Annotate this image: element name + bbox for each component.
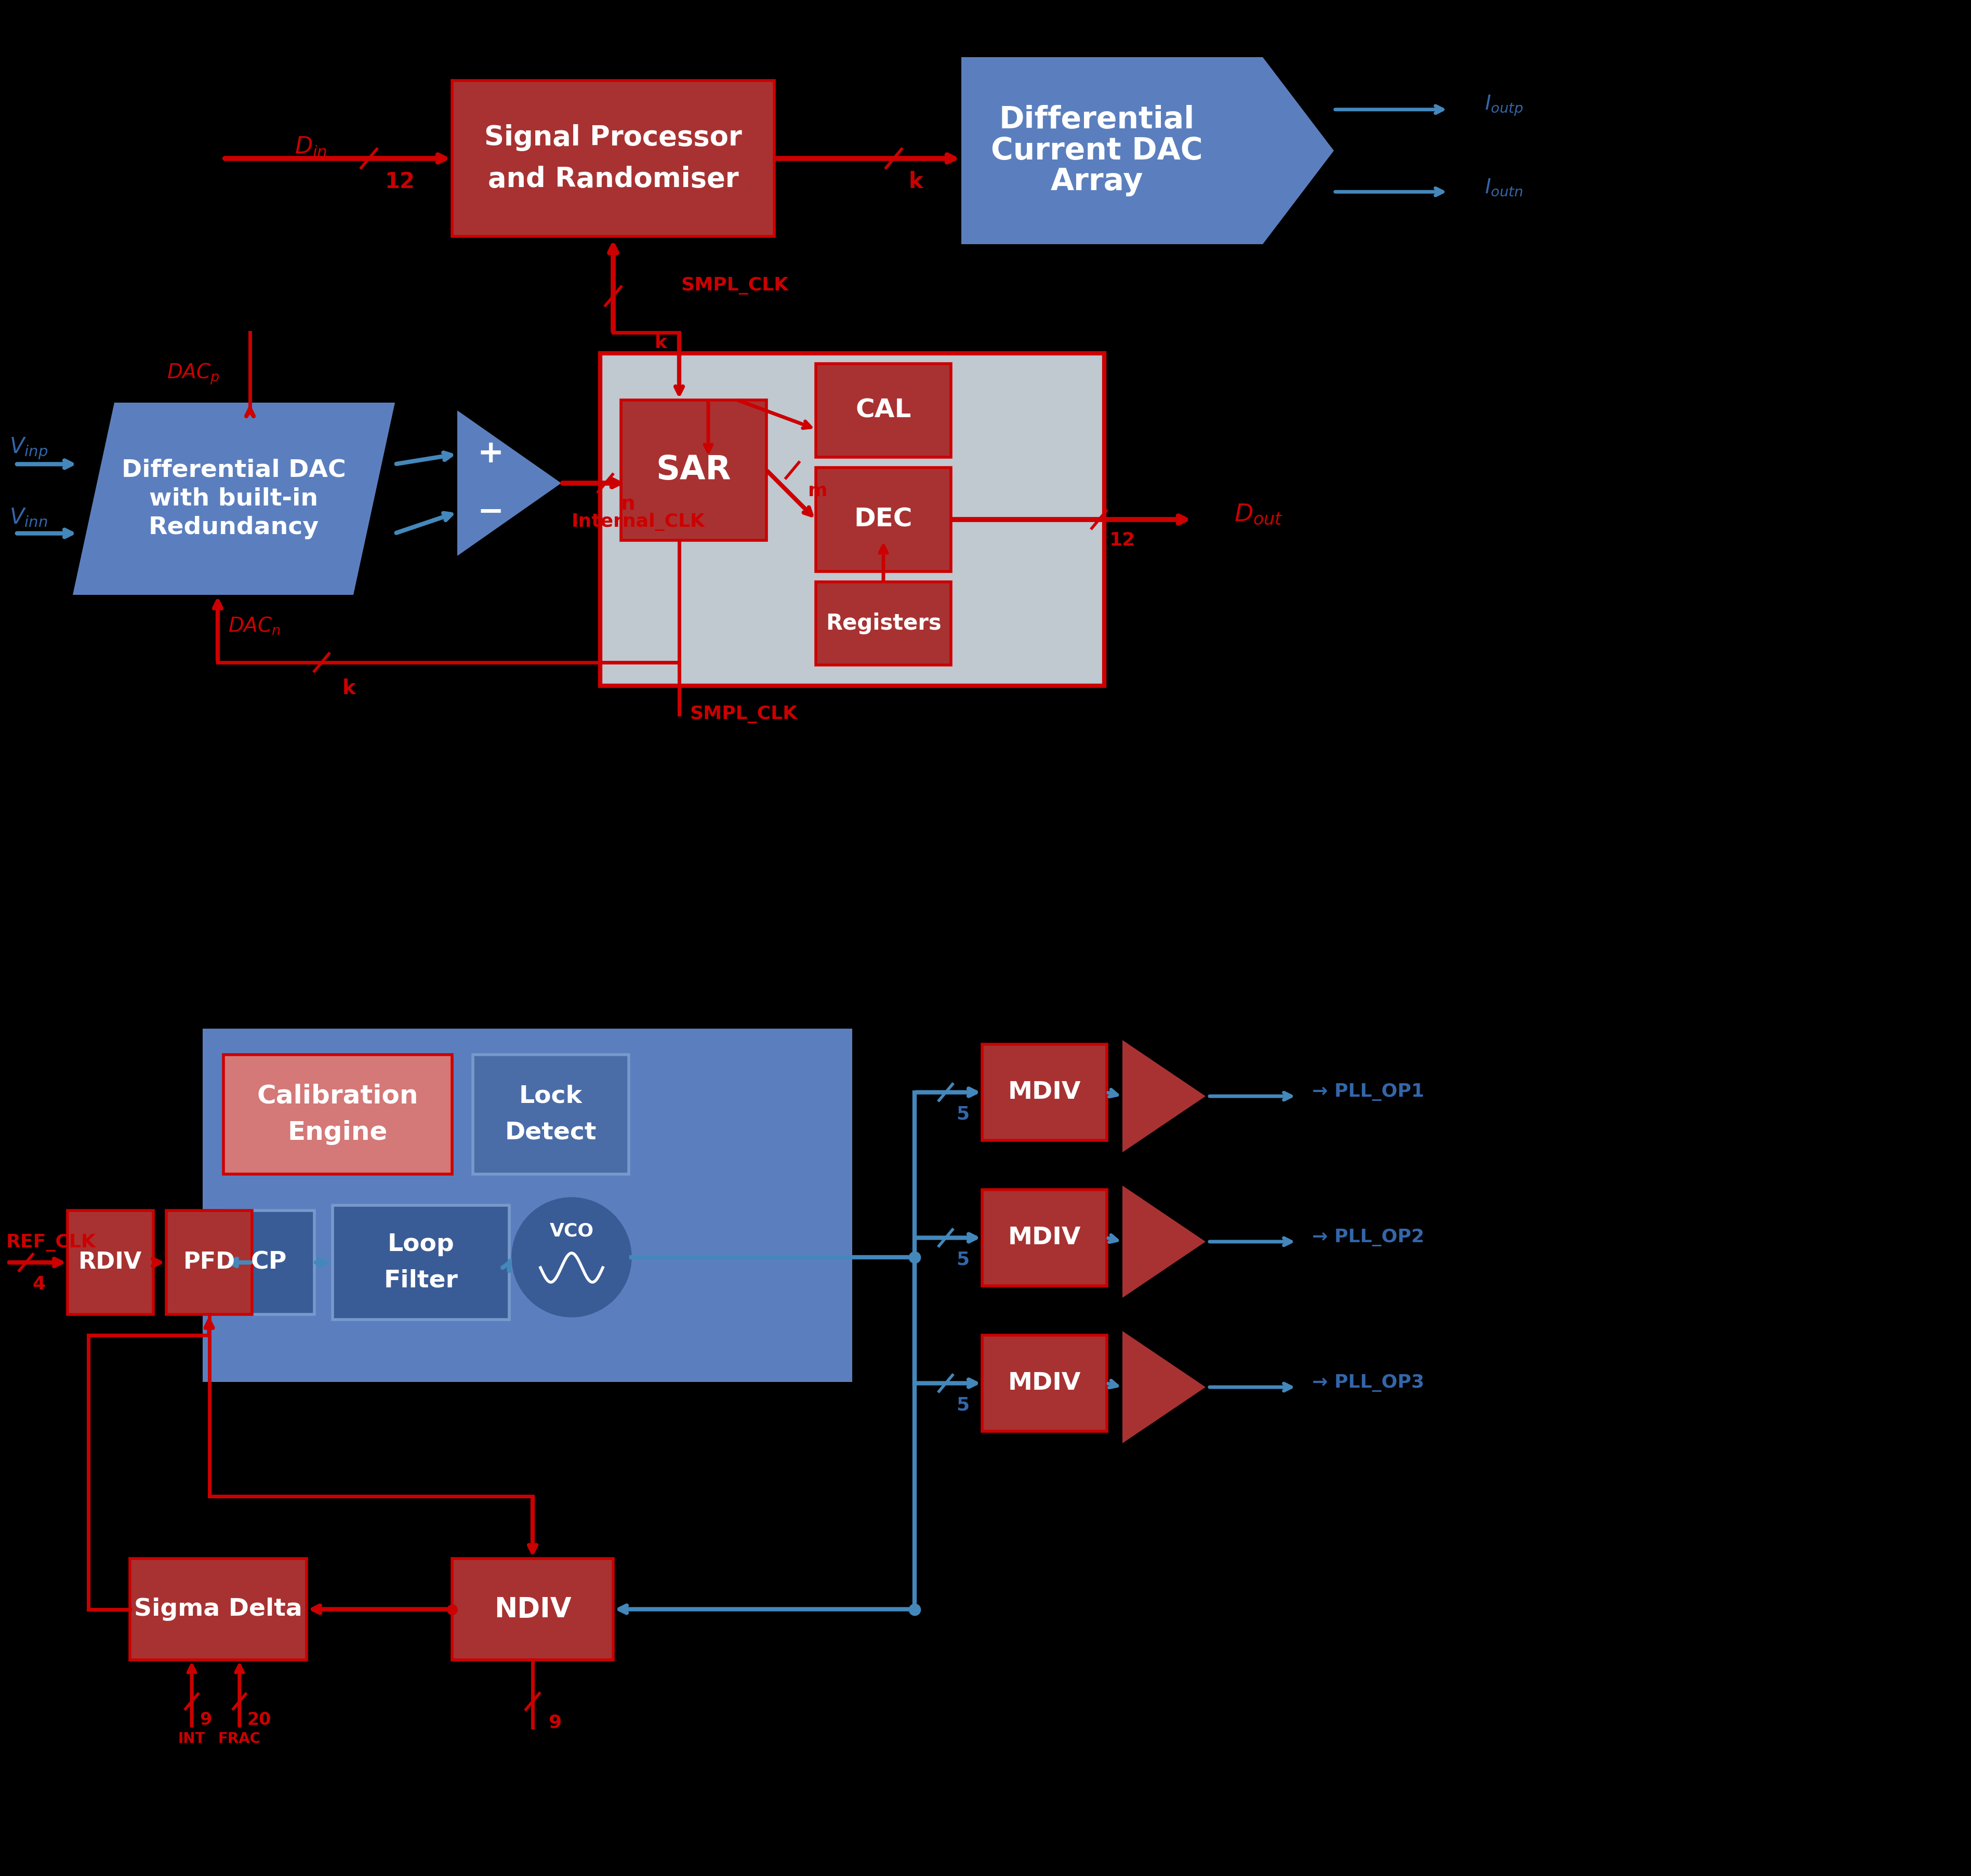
Text: MDIV: MDIV xyxy=(1007,1081,1080,1103)
FancyBboxPatch shape xyxy=(67,1210,154,1315)
Text: k: k xyxy=(909,171,922,193)
Polygon shape xyxy=(1121,1186,1206,1298)
Text: k: k xyxy=(654,334,668,351)
Text: RDIV: RDIV xyxy=(79,1251,142,1274)
Text: $DAC_n$: $DAC_n$ xyxy=(229,615,280,636)
Polygon shape xyxy=(1121,1039,1206,1152)
Text: 12: 12 xyxy=(1110,531,1135,550)
Text: MDIV: MDIV xyxy=(1007,1227,1080,1249)
Text: DEC: DEC xyxy=(853,507,913,533)
Text: → PLL_OP1: → PLL_OP1 xyxy=(1313,1082,1425,1101)
Text: VCO: VCO xyxy=(550,1223,593,1240)
Text: with built-in: with built-in xyxy=(150,488,317,510)
Text: Detect: Detect xyxy=(505,1120,597,1144)
Text: $D_{in}$: $D_{in}$ xyxy=(296,135,327,158)
FancyBboxPatch shape xyxy=(816,364,950,458)
Text: Signal Processor: Signal Processor xyxy=(485,124,741,152)
FancyBboxPatch shape xyxy=(223,1054,451,1174)
Circle shape xyxy=(512,1197,631,1317)
Text: n: n xyxy=(621,493,635,514)
Text: REF_CLK: REF_CLK xyxy=(6,1234,97,1251)
FancyBboxPatch shape xyxy=(601,353,1104,687)
FancyBboxPatch shape xyxy=(982,1189,1108,1285)
Text: PFD: PFD xyxy=(183,1251,235,1274)
Text: 5: 5 xyxy=(956,1396,970,1415)
Text: SMPL_CLK: SMPL_CLK xyxy=(690,705,796,722)
Text: $V_{inp}$: $V_{inp}$ xyxy=(10,437,47,461)
Text: Redundancy: Redundancy xyxy=(148,516,319,538)
Text: 9: 9 xyxy=(199,1711,211,1728)
FancyBboxPatch shape xyxy=(333,1204,509,1319)
Text: Calibration: Calibration xyxy=(256,1084,418,1109)
Text: 5: 5 xyxy=(956,1251,970,1268)
FancyBboxPatch shape xyxy=(223,1210,315,1315)
Polygon shape xyxy=(457,411,562,555)
FancyBboxPatch shape xyxy=(621,400,767,540)
Text: SAR: SAR xyxy=(656,454,731,486)
Text: 20: 20 xyxy=(246,1711,272,1728)
Polygon shape xyxy=(1121,1330,1206,1443)
FancyBboxPatch shape xyxy=(982,1336,1108,1431)
FancyBboxPatch shape xyxy=(166,1210,252,1315)
Text: k: k xyxy=(343,679,357,698)
FancyBboxPatch shape xyxy=(203,1028,851,1383)
Text: Filter: Filter xyxy=(384,1268,457,1293)
Text: 12: 12 xyxy=(384,171,414,193)
Text: Engine: Engine xyxy=(288,1120,388,1144)
Text: FRAC: FRAC xyxy=(219,1732,260,1747)
Text: → PLL_OP2: → PLL_OP2 xyxy=(1313,1229,1425,1246)
Text: 5: 5 xyxy=(956,1105,970,1124)
Text: $V_{inn}$: $V_{inn}$ xyxy=(10,507,47,529)
Text: Lock: Lock xyxy=(518,1084,583,1109)
Text: 9: 9 xyxy=(548,1713,562,1732)
Text: −: − xyxy=(477,497,505,527)
FancyBboxPatch shape xyxy=(473,1054,629,1174)
Text: $I_{outp}$: $I_{outp}$ xyxy=(1484,94,1524,116)
Text: Internal_CLK: Internal_CLK xyxy=(572,512,706,531)
Text: $DAC_p$: $DAC_p$ xyxy=(168,362,219,386)
Polygon shape xyxy=(962,56,1334,244)
Text: → PLL_OP3: → PLL_OP3 xyxy=(1313,1373,1425,1392)
Text: Differential: Differential xyxy=(999,105,1194,135)
Text: Differential DAC: Differential DAC xyxy=(122,458,347,482)
Text: NDIV: NDIV xyxy=(495,1596,572,1623)
FancyBboxPatch shape xyxy=(451,81,775,236)
Text: MDIV: MDIV xyxy=(1007,1371,1080,1396)
Text: m: m xyxy=(808,482,828,499)
Text: Loop: Loop xyxy=(388,1233,455,1255)
Text: Array: Array xyxy=(1051,167,1143,197)
FancyBboxPatch shape xyxy=(451,1559,613,1660)
Polygon shape xyxy=(73,403,394,595)
Text: Sigma Delta: Sigma Delta xyxy=(134,1598,302,1621)
FancyBboxPatch shape xyxy=(130,1559,307,1660)
Text: SMPL_CLK: SMPL_CLK xyxy=(680,278,788,295)
Text: 4: 4 xyxy=(32,1276,45,1293)
Text: $I_{outn}$: $I_{outn}$ xyxy=(1484,178,1524,197)
Text: Registers: Registers xyxy=(826,613,942,634)
FancyBboxPatch shape xyxy=(816,467,950,572)
Text: and Randomiser: and Randomiser xyxy=(487,165,739,193)
Text: Current DAC: Current DAC xyxy=(991,135,1202,165)
Text: CAL: CAL xyxy=(855,398,911,422)
FancyBboxPatch shape xyxy=(982,1045,1108,1141)
Text: INT: INT xyxy=(177,1732,205,1747)
FancyBboxPatch shape xyxy=(816,582,950,664)
Text: $D_{out}$: $D_{out}$ xyxy=(1234,503,1283,525)
Text: CP: CP xyxy=(250,1251,288,1274)
Text: +: + xyxy=(477,439,505,469)
